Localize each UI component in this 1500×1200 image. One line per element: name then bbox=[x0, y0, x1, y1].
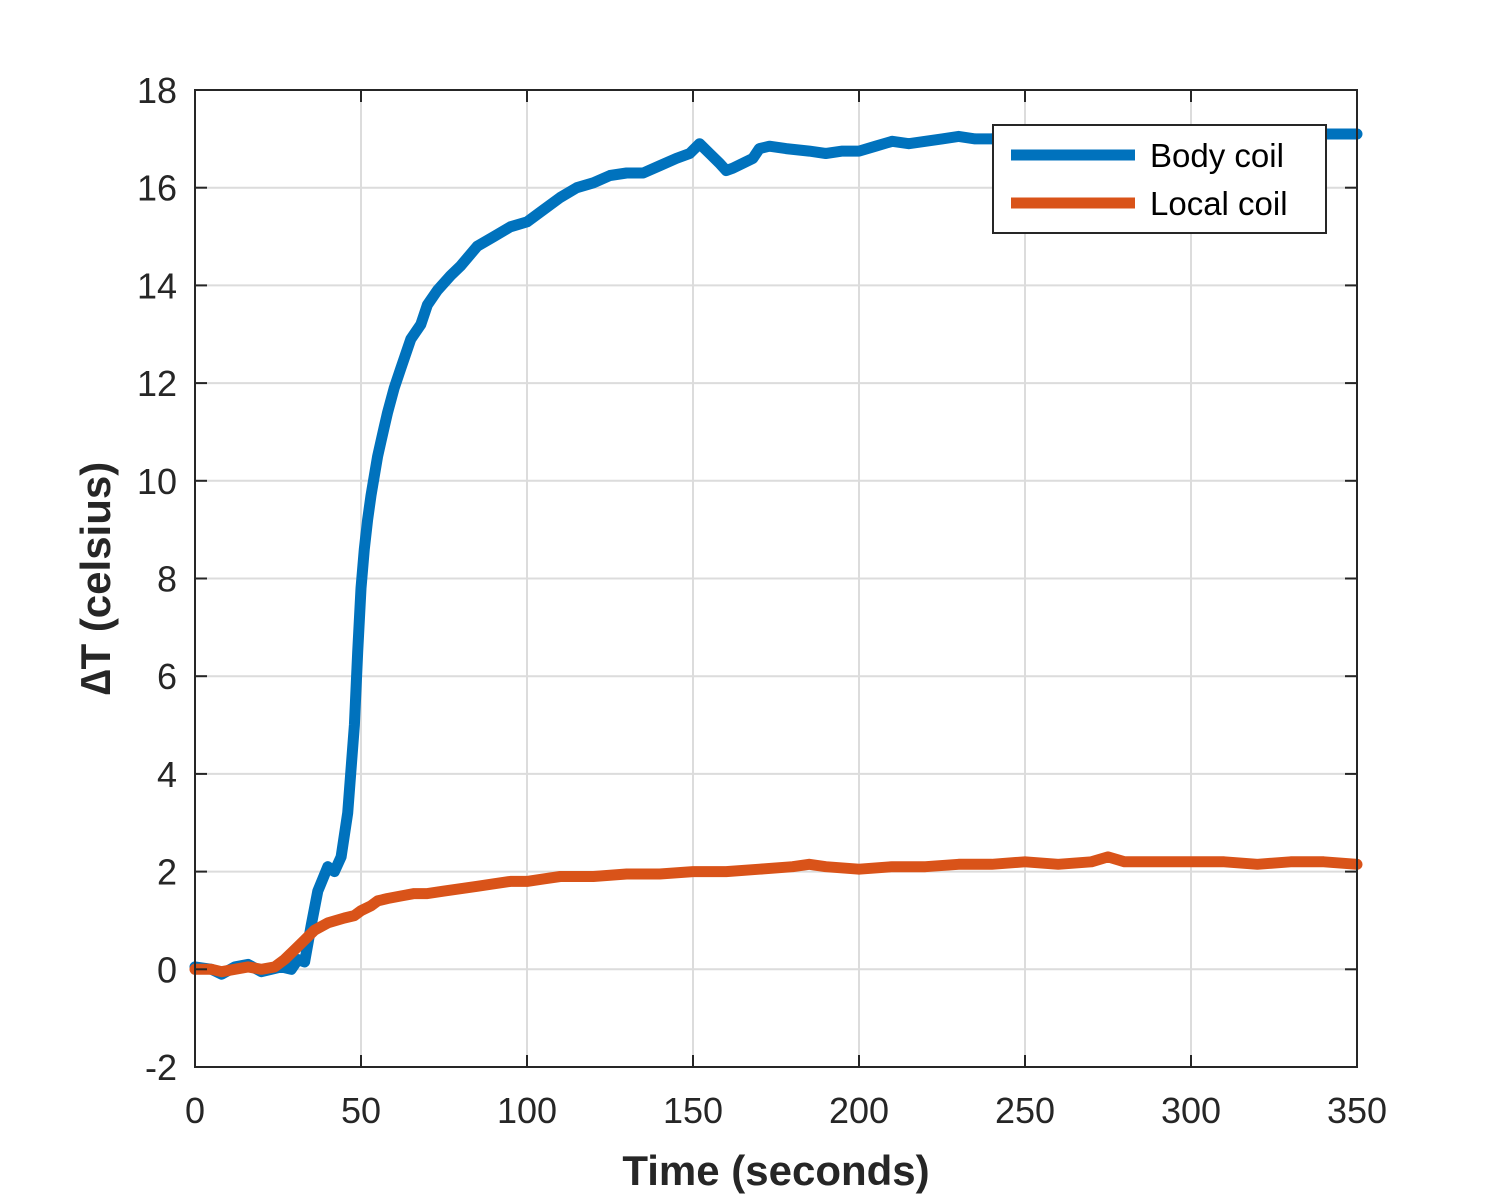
y-tick-label: 18 bbox=[137, 70, 177, 111]
y-tick-labels: -2 0 2 4 6 8 10 12 14 16 18 bbox=[137, 70, 177, 1088]
x-axis-title: Time (seconds) bbox=[622, 1147, 929, 1194]
y-tick-label: 4 bbox=[157, 754, 177, 795]
legend-box bbox=[992, 124, 1327, 234]
x-tick-label: 300 bbox=[1161, 1090, 1221, 1131]
x-tick-labels: 0 50 100 150 200 250 300 350 bbox=[185, 1090, 1387, 1131]
legend-label-body-coil: Body coil bbox=[1150, 137, 1284, 174]
x-tick-label: 250 bbox=[995, 1090, 1055, 1131]
y-tick-label: 10 bbox=[137, 461, 177, 502]
y-tick-label: 2 bbox=[157, 852, 177, 893]
y-tick-label: 16 bbox=[137, 168, 177, 209]
y-tick-label: 12 bbox=[137, 363, 177, 404]
y-tick-label: 0 bbox=[157, 949, 177, 990]
x-tick-label: 350 bbox=[1327, 1090, 1387, 1131]
legend-label-local-coil: Local coil bbox=[1150, 185, 1288, 222]
series-line-body-coil bbox=[189, 126, 1363, 980]
y-tick-label: 8 bbox=[157, 559, 177, 600]
x-tick-label: 50 bbox=[341, 1090, 381, 1131]
y-axis-title: ∆T (celsius) bbox=[72, 462, 119, 695]
axis-ticks bbox=[194, 89, 1358, 1068]
x-tick-label: 0 bbox=[185, 1090, 205, 1131]
series-lines bbox=[189, 126, 1363, 980]
x-tick-label: 100 bbox=[497, 1090, 557, 1131]
x-tick-label: 150 bbox=[663, 1090, 723, 1131]
y-tick-label: 14 bbox=[137, 265, 177, 306]
legend: Body coil Local coil bbox=[992, 124, 1327, 234]
y-tick-label: 6 bbox=[157, 656, 177, 697]
series-line-local-coil bbox=[189, 851, 1363, 978]
grid-lines bbox=[195, 90, 1357, 1067]
x-tick-label: 200 bbox=[829, 1090, 889, 1131]
y-tick-label: -2 bbox=[145, 1047, 177, 1088]
